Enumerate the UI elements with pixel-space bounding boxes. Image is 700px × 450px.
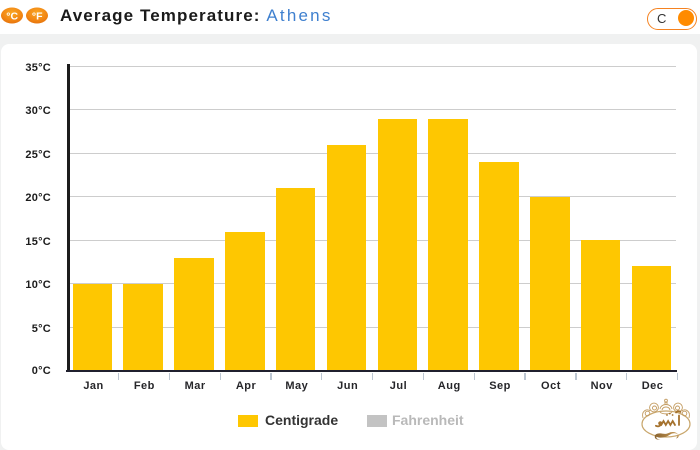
svg-text:°C: °C	[6, 10, 18, 22]
svg-text:°F: °F	[32, 10, 43, 22]
